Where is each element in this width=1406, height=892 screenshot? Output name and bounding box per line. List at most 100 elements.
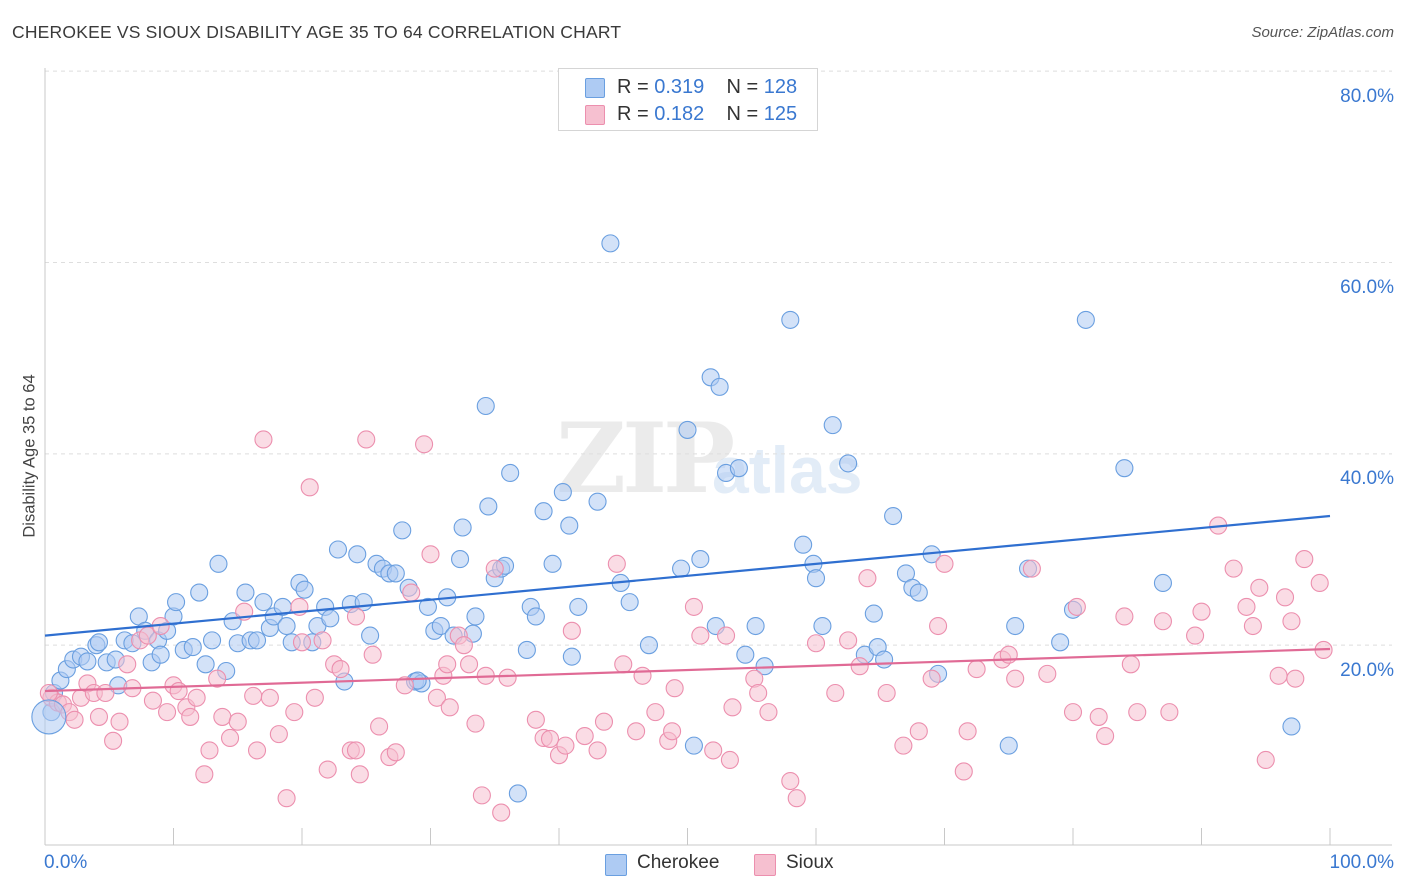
cherokee-point [710,377,729,396]
cherokee-point [678,420,697,439]
sioux-point [806,634,826,653]
sioux-point [143,691,162,710]
x-tick-label-max: 100.0% [1329,852,1394,873]
sioux-point [118,655,137,674]
cherokee-point [348,545,367,564]
legend-text: R = 0.182 N = 125 [617,103,798,125]
sioux-point [1022,559,1041,578]
sioux-point [1115,607,1134,626]
sioux-point [427,688,446,707]
cherokee-point [78,652,97,671]
sioux-point [363,645,382,664]
sioux-point [781,771,800,791]
legend-swatch-cherokee [585,78,605,98]
sioux-point [200,741,219,760]
bottom-legend-swatch-cherokee [605,854,627,876]
sioux-point [1256,750,1275,770]
sioux-point [1282,612,1301,631]
sioux-point [627,722,646,741]
sioux-point [665,679,684,698]
sioux-point [318,760,337,779]
cherokee-point [247,631,267,650]
sioux-point [402,583,421,602]
cherokee-point [620,593,639,612]
sioux-point [181,707,200,726]
cherokee-point [190,583,209,602]
sioux-point [440,698,459,717]
sioux-point [526,710,545,729]
legend-swatch-sioux [585,105,605,125]
cherokee-point [746,616,765,636]
sioux-point [187,688,206,707]
sioux-point [929,616,948,636]
cherokee-point [209,554,228,573]
sioux-point [646,703,665,722]
bottom-legend-swatch-sioux [754,854,776,876]
sioux-point [1286,669,1305,688]
sioux-point [1063,703,1083,722]
cherokee-point [543,554,562,573]
sioux-point [195,765,214,784]
sioux-point [466,714,485,733]
sioux-point [1067,597,1086,616]
cherokee-point [89,633,109,652]
cherokee-point [1115,459,1134,478]
sioux-point [894,736,913,755]
sioux-point [588,741,607,760]
cherokee-point [183,638,202,657]
bottom-legend-label-sioux: Sioux [786,852,834,873]
cherokee-point [1153,573,1172,593]
cherokee-point [601,234,620,253]
sioux-point [749,683,768,703]
sioux-point [759,703,778,722]
cherokee-point [684,736,703,755]
sioux-point [331,660,350,679]
sioux-point [277,789,296,808]
sioux-point [244,686,263,705]
sioux-point [454,636,473,655]
cherokee-point [453,518,472,537]
cherokee-trend-line [44,514,1331,637]
sioux-point [877,683,896,703]
cherokee-point [794,535,813,554]
sioux-point [285,703,304,722]
cherokee-point [418,597,437,616]
cherokee-point [517,640,536,660]
cherokee-point [562,647,581,666]
cherokee-point [501,463,520,483]
sioux-point [704,741,723,760]
sioux-point [300,478,319,497]
legend-text: R = 0.319 N = 128 [617,76,798,98]
cherokee-point [1051,633,1070,652]
cherokee-point [203,631,222,650]
sioux-point [1224,559,1243,578]
cherokee-point [328,540,348,559]
sioux-point [492,803,511,822]
sioux-point [104,731,123,750]
cherokee-point [167,593,186,612]
cherokee-point [884,506,903,526]
sioux-point [459,655,479,674]
sioux-point [498,668,517,687]
cherokee-point [277,616,296,636]
y-tick-label: 20.0% [1340,660,1394,681]
cherokee-point [999,736,1018,755]
sioux-point [1089,707,1108,726]
sioux-point [357,430,376,449]
sioux-point [954,762,973,781]
sioux-point [158,703,177,722]
sioux-point [220,728,240,748]
sioux-point [958,722,977,741]
sioux-point [787,789,806,808]
y-tick-label: 80.0% [1340,86,1394,107]
sioux-point [254,430,273,449]
sioux-point [663,722,682,741]
cherokee-point [526,607,545,626]
sioux-point [438,655,457,674]
sioux-point [1186,626,1205,645]
sioux-point [839,631,858,650]
sioux-point [1310,573,1329,593]
sioux-point [1269,666,1288,685]
watermark-zip: ZIP [556,402,735,515]
sioux-point [858,569,877,588]
